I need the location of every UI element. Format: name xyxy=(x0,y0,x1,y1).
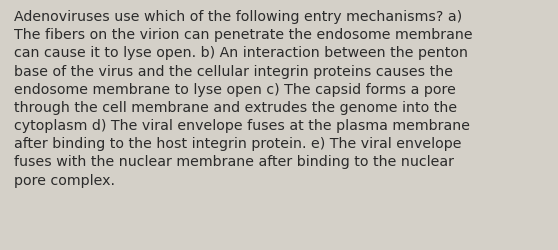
Text: Adenoviruses use which of the following entry mechanisms? a)
The fibers on the v: Adenoviruses use which of the following … xyxy=(14,10,473,187)
